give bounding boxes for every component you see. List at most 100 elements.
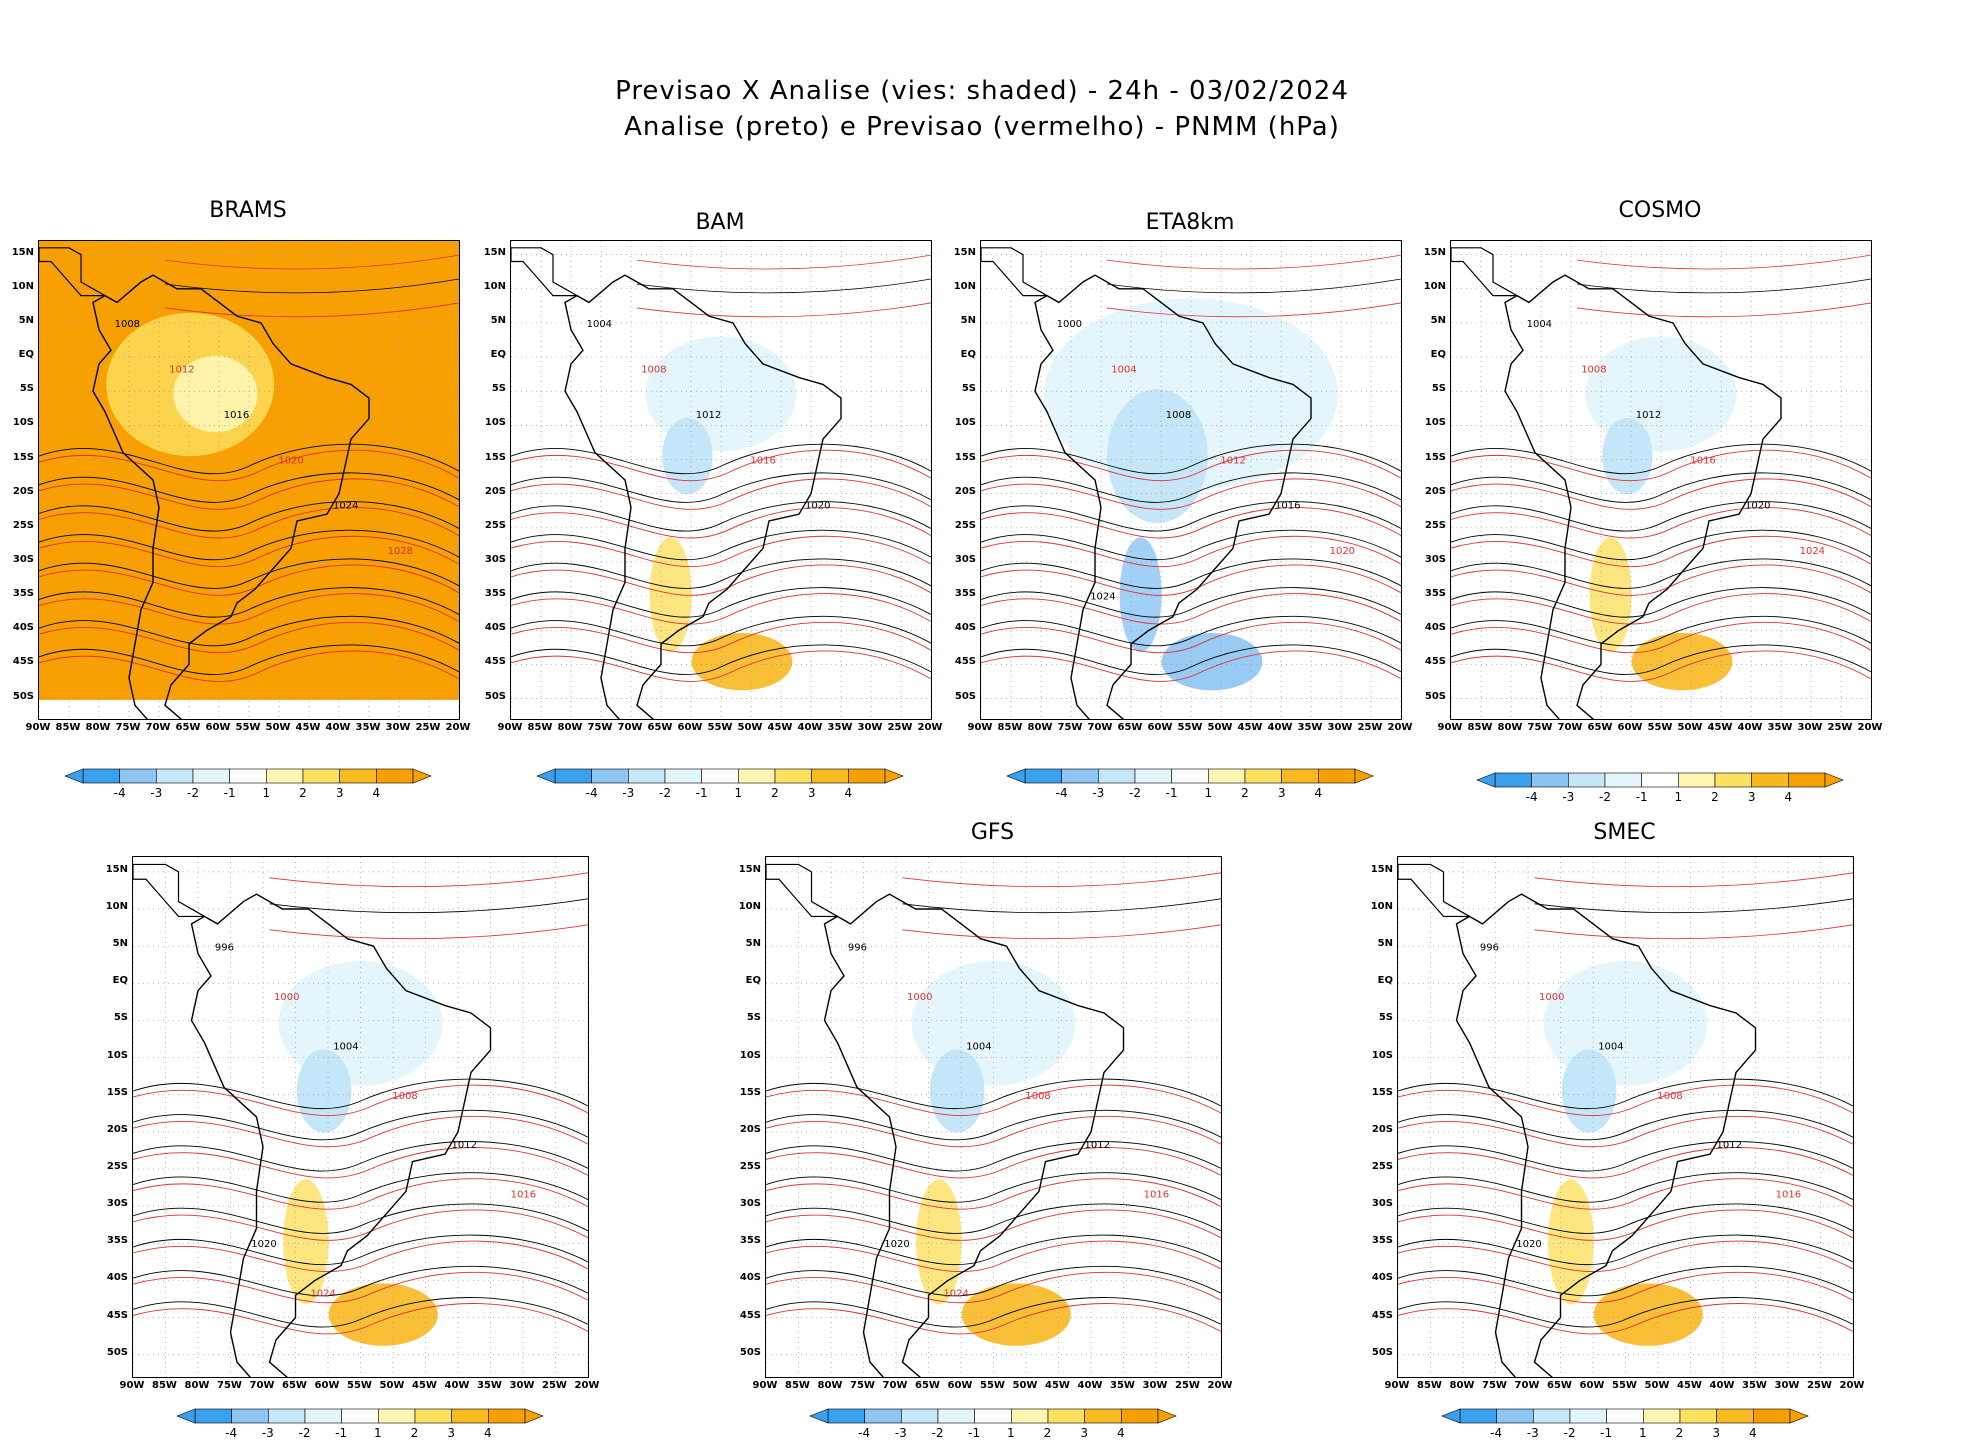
colorbar-label: 3 xyxy=(1712,1426,1720,1440)
longitude-label: 45W xyxy=(767,722,793,733)
forecast-isobar xyxy=(766,1147,1221,1179)
forecast-isobar xyxy=(133,1209,588,1241)
isobar-label: 1012 xyxy=(1220,455,1245,466)
colorbar-swatch xyxy=(937,1408,975,1424)
colorbar-swatch xyxy=(156,768,194,784)
analysis-isobar xyxy=(39,472,459,503)
forecast-isobar xyxy=(636,302,931,318)
latitude-label: 5N xyxy=(960,314,976,326)
forecast-isobar xyxy=(39,535,459,568)
latitude-label: 5S xyxy=(19,383,34,395)
colorbar-label: 1 xyxy=(1674,790,1683,804)
latitude-label: 30S xyxy=(739,1198,761,1210)
colorbar-swatch xyxy=(738,768,776,784)
latitude-label: 50S xyxy=(484,690,506,702)
colorbar-label: -3 xyxy=(894,1426,907,1440)
colorbar-swatch xyxy=(591,768,629,784)
latitude-label: 20S xyxy=(1371,1123,1393,1135)
colorbar-swatch xyxy=(1171,768,1209,784)
longitude-label: 75W xyxy=(1057,722,1083,733)
colorbar-label: -3 xyxy=(150,786,163,800)
latitude-label: 20S xyxy=(1424,485,1446,497)
colorbar-swatch xyxy=(192,768,230,784)
south-america-coastline xyxy=(564,274,842,719)
panel-title: ETA8km xyxy=(1145,210,1235,235)
isobar-label: 996 xyxy=(1480,943,1499,954)
longitude-label: 70W xyxy=(145,722,171,733)
colorbar-swatch xyxy=(376,768,414,784)
longitude-label: 55W xyxy=(1647,722,1673,733)
bias-shading-south xyxy=(961,1283,1071,1346)
map-frame: 1004 1008 1012 1016 1020 1024 xyxy=(1450,240,1872,720)
longitude-label: 25W xyxy=(1807,1380,1832,1391)
analysis-isobar xyxy=(981,443,1401,475)
forecast-isobar xyxy=(133,1178,588,1210)
longitude-label: 25W xyxy=(542,1380,567,1391)
isobar-label: 1000 xyxy=(274,992,299,1003)
bias-shading-andes xyxy=(1119,537,1162,653)
map-frame: 1000 1004 1008 1012 1016 1020 1024 xyxy=(980,240,1402,720)
colorbar-label: -1 xyxy=(968,1426,981,1440)
longitude-label: 85W xyxy=(1417,1380,1442,1391)
forecast-isobar xyxy=(636,254,931,270)
bias-shading-south xyxy=(328,1283,438,1346)
colorbar-arrow-low xyxy=(1006,768,1026,784)
analysis-isobar xyxy=(39,501,459,532)
longitude-label: 45W xyxy=(1707,722,1733,733)
forecast-isobar xyxy=(511,621,931,654)
longitude-label: 35W xyxy=(1110,1380,1135,1391)
colorbar-label: 4 xyxy=(484,1426,492,1440)
central-america-coastline xyxy=(511,247,590,303)
forecast-isobar xyxy=(511,535,931,568)
colorbar-label: 4 xyxy=(1314,786,1323,800)
map-frame: 996 1000 1004 1008 1012 1016 1020 1024 xyxy=(132,856,589,1378)
colorbar-swatch xyxy=(701,768,739,784)
forecast-isobar xyxy=(1451,621,1871,654)
latitude-label: 15N xyxy=(738,863,761,875)
latitude-label: 5N xyxy=(490,314,506,326)
colorbar-arrow-high xyxy=(524,1408,544,1424)
colorbar-swatch xyxy=(1752,1408,1790,1424)
latitude-label: 45S xyxy=(954,656,976,668)
colorbar-swatch xyxy=(1459,1408,1497,1424)
bias-shading-negative-strong xyxy=(1107,389,1208,524)
longitude-label: 40W xyxy=(444,1380,470,1391)
bias-shading-negative-strong xyxy=(1561,1049,1617,1133)
latitude-label: 10N xyxy=(1423,280,1446,292)
colorbar-arrow-high xyxy=(1354,768,1374,784)
longitude-label: 70W xyxy=(882,1380,908,1391)
analysis-isobar xyxy=(1398,1141,1853,1172)
latitude-label: 10N xyxy=(105,901,128,912)
longitude-label: 40W xyxy=(1709,1380,1735,1391)
analysis-isobar xyxy=(39,644,459,675)
latitude-label: 5N xyxy=(1430,314,1446,326)
central-america-coastline xyxy=(133,863,218,925)
forecast-isobar xyxy=(133,1240,588,1272)
analysis-isobar xyxy=(39,587,459,618)
longitude-label: 65W xyxy=(1117,722,1143,733)
longitude-label: 55W xyxy=(1612,1380,1637,1391)
longitude-label: 70W xyxy=(249,1380,275,1391)
map-canvas: 996 1000 1004 1008 1012 1016 1020 1024 xyxy=(766,857,1221,1377)
forecast-isobar xyxy=(1398,1303,1853,1335)
latitude-label: 10S xyxy=(106,1049,128,1061)
analysis-isobar xyxy=(133,1141,588,1172)
colorbar: -4 -3 -2 -1 1 2 3 4 xyxy=(808,1408,1178,1442)
colorbar-swatch xyxy=(1244,768,1282,784)
forecast-isobar xyxy=(1398,1271,1853,1304)
south-america-coastline xyxy=(190,893,492,1377)
forecast-isobar xyxy=(1576,254,1871,270)
longitude-label: 60W xyxy=(947,1380,973,1391)
analysis-isobar xyxy=(133,1203,588,1234)
bias-shading-negative-strong xyxy=(662,417,713,495)
analysis-isobar xyxy=(1576,278,1871,294)
longitude-label: 20W xyxy=(1207,1380,1233,1391)
longitude-label: 40W xyxy=(325,722,351,733)
longitude-label: 40W xyxy=(1267,722,1293,733)
analysis-isobar xyxy=(1451,558,1871,589)
latitude-label: 5S xyxy=(113,1012,128,1024)
analysis-isobar xyxy=(981,644,1401,675)
longitude-label: 30W xyxy=(857,722,883,733)
forecast-isobar xyxy=(133,1084,588,1116)
isobar-label: 996 xyxy=(848,943,867,954)
